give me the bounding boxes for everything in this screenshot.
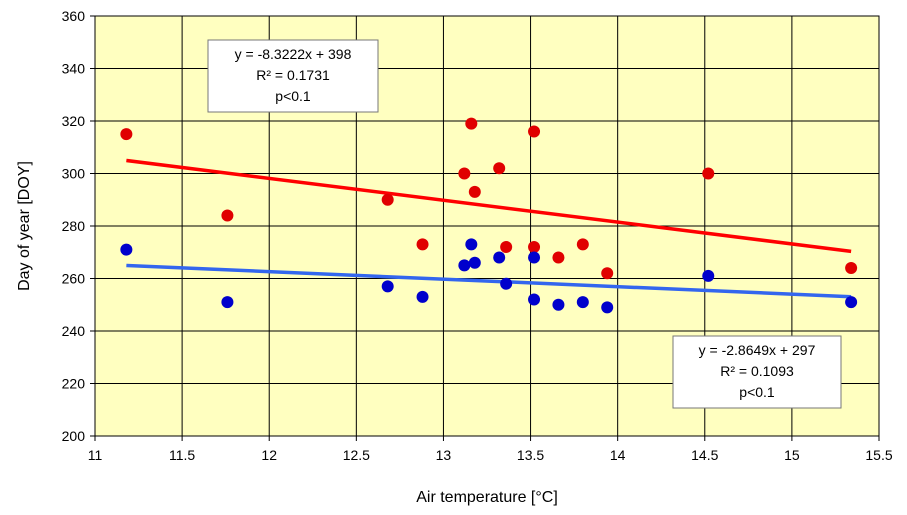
data-point-series-0 [702, 167, 715, 180]
data-point-series-1 [221, 296, 234, 309]
data-point-series-0 [576, 238, 589, 251]
y-tick-label: 240 [62, 323, 86, 339]
data-point-series-0 [552, 251, 565, 264]
x-axis-ticks: 11 11.5 12 12.5 13 13.5 14 14.5 15 15.5 [88, 436, 893, 463]
y-tick-label: 260 [62, 271, 86, 287]
y-axis-label: Day of year [DOY] [16, 161, 33, 291]
data-point-series-1 [468, 256, 481, 269]
x-tick-label: 12.5 [343, 447, 370, 463]
annotation-red-r2: R² = 0.1731 [256, 67, 330, 83]
data-point-series-1 [528, 251, 541, 264]
data-point-series-1 [528, 293, 541, 306]
data-point-series-1 [702, 269, 715, 282]
annotation-red-equation: y = -8.3222x + 398 [235, 46, 352, 62]
x-tick-label: 13.5 [517, 447, 544, 463]
data-point-series-0 [528, 125, 541, 138]
x-tick-label: 15.5 [865, 447, 892, 463]
x-tick-label: 13 [436, 447, 452, 463]
annotation-red-pvalue: p<0.1 [275, 88, 311, 104]
data-point-series-0 [845, 262, 858, 274]
x-axis-label: Air temperature [°C] [416, 489, 558, 506]
annotation-red-box [207, 39, 379, 113]
data-point-series-1 [120, 243, 133, 256]
data-point-series-0 [493, 162, 506, 175]
y-tick-label: 300 [62, 166, 86, 182]
data-point-series-1 [458, 259, 471, 272]
x-tick-label: 12 [261, 447, 277, 463]
y-tick-label: 340 [62, 61, 86, 77]
data-point-series-0 [601, 267, 614, 280]
y-tick-label: 320 [62, 113, 86, 129]
data-point-series-1 [416, 290, 429, 303]
y-axis-ticks: 200 220 240 260 280 300 320 340 360 [62, 8, 95, 444]
trendline-series-0 [126, 158, 852, 254]
annotation-blue-pvalue: p<0.1 [739, 384, 775, 400]
data-point-series-0 [120, 128, 133, 141]
data-point-series-0 [528, 241, 541, 253]
data-point-series-0 [468, 185, 481, 198]
y-tick-label: 280 [62, 218, 86, 234]
data-point-series-1 [465, 238, 478, 251]
x-tick-label: 15 [784, 447, 800, 463]
data-point-series-0 [381, 193, 394, 206]
x-tick-label: 11.5 [169, 447, 195, 463]
trendlines [126, 158, 852, 299]
data-point-series-1 [576, 296, 589, 309]
annotation-blue: y = -2.8649x + 297 R² = 0.1093 p<0.1 [672, 335, 842, 409]
data-point-series-1 [493, 251, 506, 264]
y-tick-label: 220 [62, 376, 86, 392]
annotation-red: y = -8.3222x + 398 R² = 0.1731 p<0.1 [207, 39, 379, 113]
data-points [120, 117, 858, 314]
data-point-series-1 [845, 296, 858, 309]
data-point-series-1 [552, 298, 565, 311]
x-tick-label: 11 [88, 447, 103, 463]
data-point-series-1 [500, 277, 513, 290]
data-point-series-1 [381, 280, 394, 293]
data-point-series-0 [416, 238, 429, 251]
x-tick-label: 14 [610, 447, 626, 463]
annotation-blue-equation: y = -2.8649x + 297 [699, 342, 816, 358]
annotation-blue-r2: R² = 0.1093 [720, 363, 794, 379]
annotation-blue-box [672, 335, 842, 409]
y-tick-label: 360 [62, 8, 86, 24]
x-tick-label: 14.5 [691, 447, 718, 463]
trendline-series-1 [126, 263, 852, 299]
data-point-series-1 [601, 301, 614, 314]
data-point-series-0 [465, 117, 478, 130]
y-tick-label: 200 [62, 428, 86, 444]
data-point-series-0 [221, 209, 234, 222]
data-point-series-0 [500, 241, 513, 253]
data-point-series-0 [458, 167, 471, 180]
